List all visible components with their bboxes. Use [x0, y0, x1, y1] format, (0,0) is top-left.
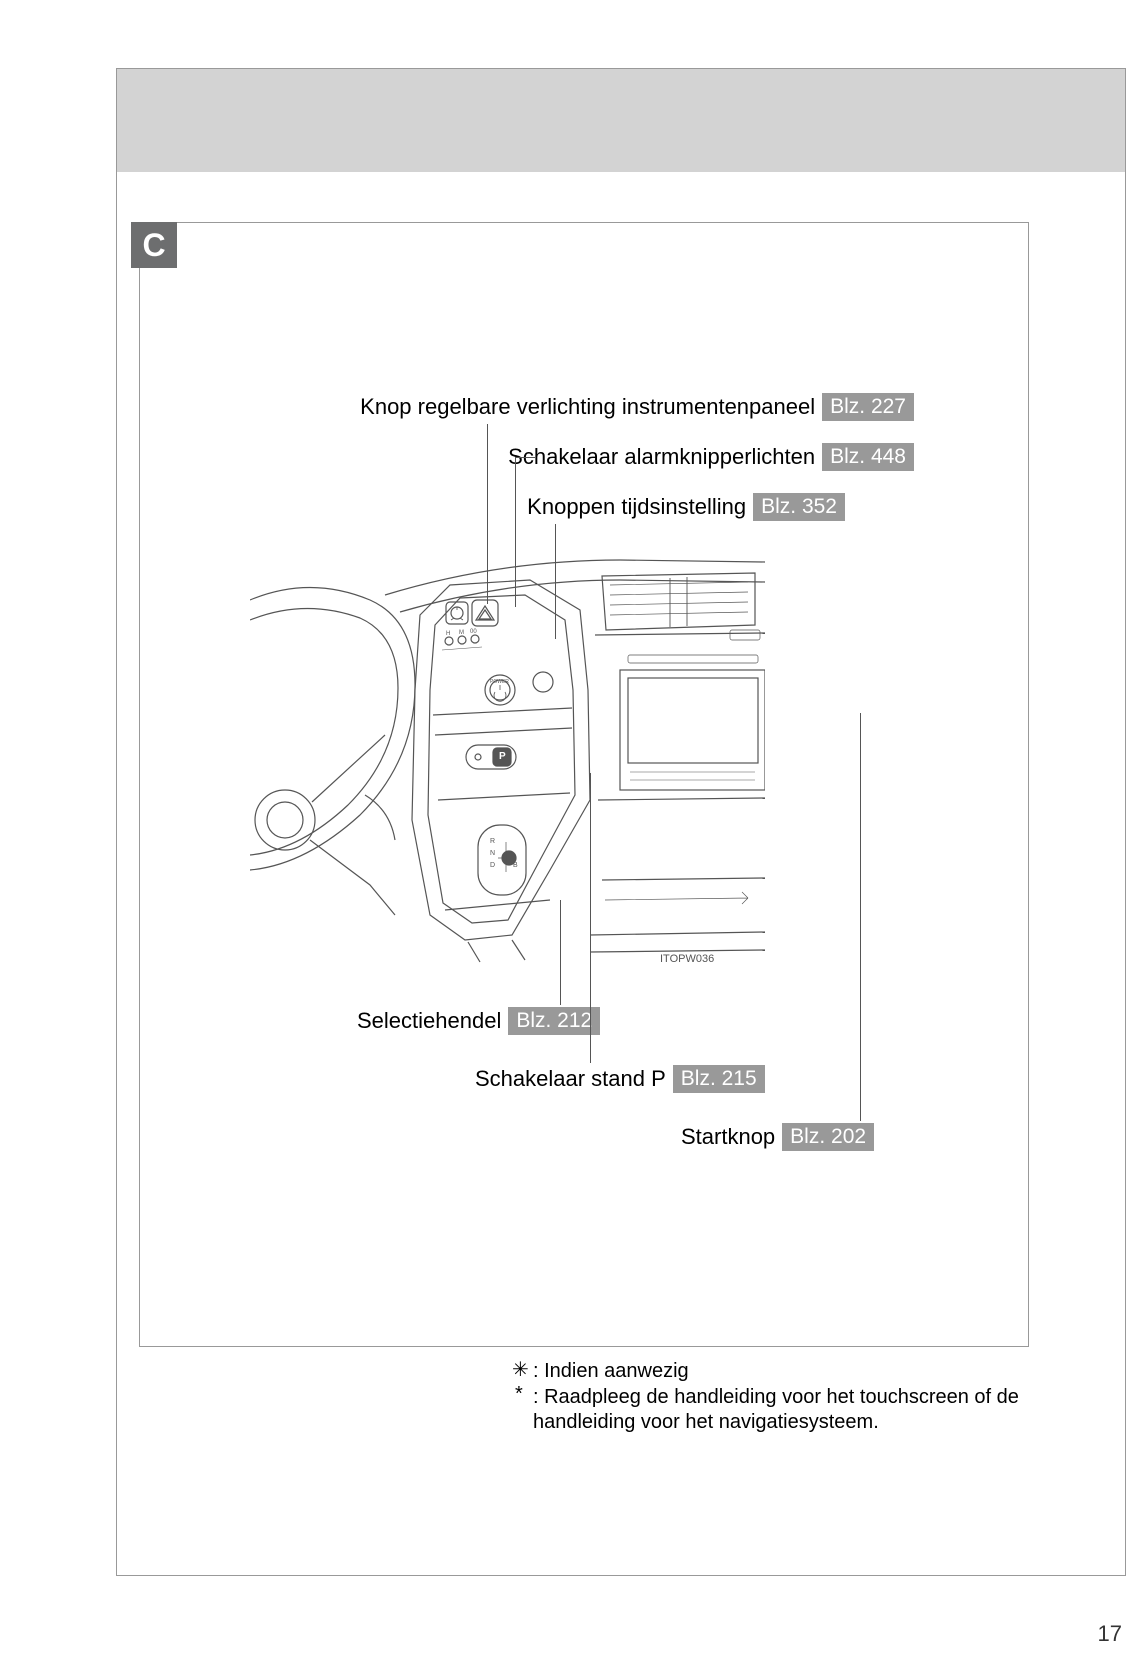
time-h-label: H [446, 631, 450, 637]
p-button-label: P [499, 751, 506, 762]
shift-b: B [513, 862, 518, 869]
dashboard-diagram: H M 00 POWER P R N D B ITOPW036 [250, 540, 765, 970]
page-ref-badge: Blz. 202 [782, 1123, 874, 1151]
selector-label: Selectiehendel Blz. 212 [357, 1007, 600, 1035]
page-number: 17 [1098, 1621, 1122, 1647]
shift-d: D [490, 862, 495, 869]
time-00-label: 00 [470, 629, 477, 635]
label-text: Knop regelbare verlichting instrumentenp… [360, 394, 815, 420]
page-ref-badge: Blz. 448 [822, 443, 914, 471]
shift-r: R [490, 838, 495, 845]
page-ref-badge: Blz. 352 [753, 493, 845, 521]
page-ref-badge: Blz. 215 [673, 1065, 765, 1093]
footnote-asterisk-symbol: * [515, 1382, 523, 1407]
p-position-label: Schakelaar stand P Blz. 215 [475, 1065, 765, 1093]
leader-line [860, 713, 861, 1121]
power-label: POWER [490, 679, 509, 685]
label-text: Selectiehendel [357, 1008, 501, 1034]
page-header-gray [117, 69, 1125, 172]
time-m-label: M [459, 630, 464, 636]
page-ref-badge: Blz. 227 [822, 393, 914, 421]
footnote-asterisk-text: : Raadpleeg de handleiding voor het touc… [533, 1385, 1058, 1435]
diagram-code: ITOPW036 [660, 953, 714, 965]
hazard-label: Schakelaar alarmknipperlichten Blz. 448 [508, 443, 914, 471]
start-label: Startknop Blz. 202 [681, 1123, 874, 1151]
time-setting-label: Knoppen tijdsinstelling Blz. 352 [527, 493, 845, 521]
label-text: Schakelaar alarmknipperlichten [508, 444, 815, 470]
label-text: Startknop [681, 1124, 775, 1150]
label-text: Knoppen tijdsinstelling [527, 494, 746, 520]
section-letter-badge: C [131, 222, 177, 268]
page-ref-badge: Blz. 212 [508, 1007, 600, 1035]
shift-n: N [490, 850, 495, 857]
footnote-star-text: : Indien aanwezig [533, 1359, 689, 1384]
footnote-star-symbol: ✳ [512, 1358, 529, 1383]
label-text: Schakelaar stand P [475, 1066, 666, 1092]
instrument-light-label: Knop regelbare verlichting instrumentenp… [360, 393, 914, 421]
leader-line [515, 457, 535, 458]
